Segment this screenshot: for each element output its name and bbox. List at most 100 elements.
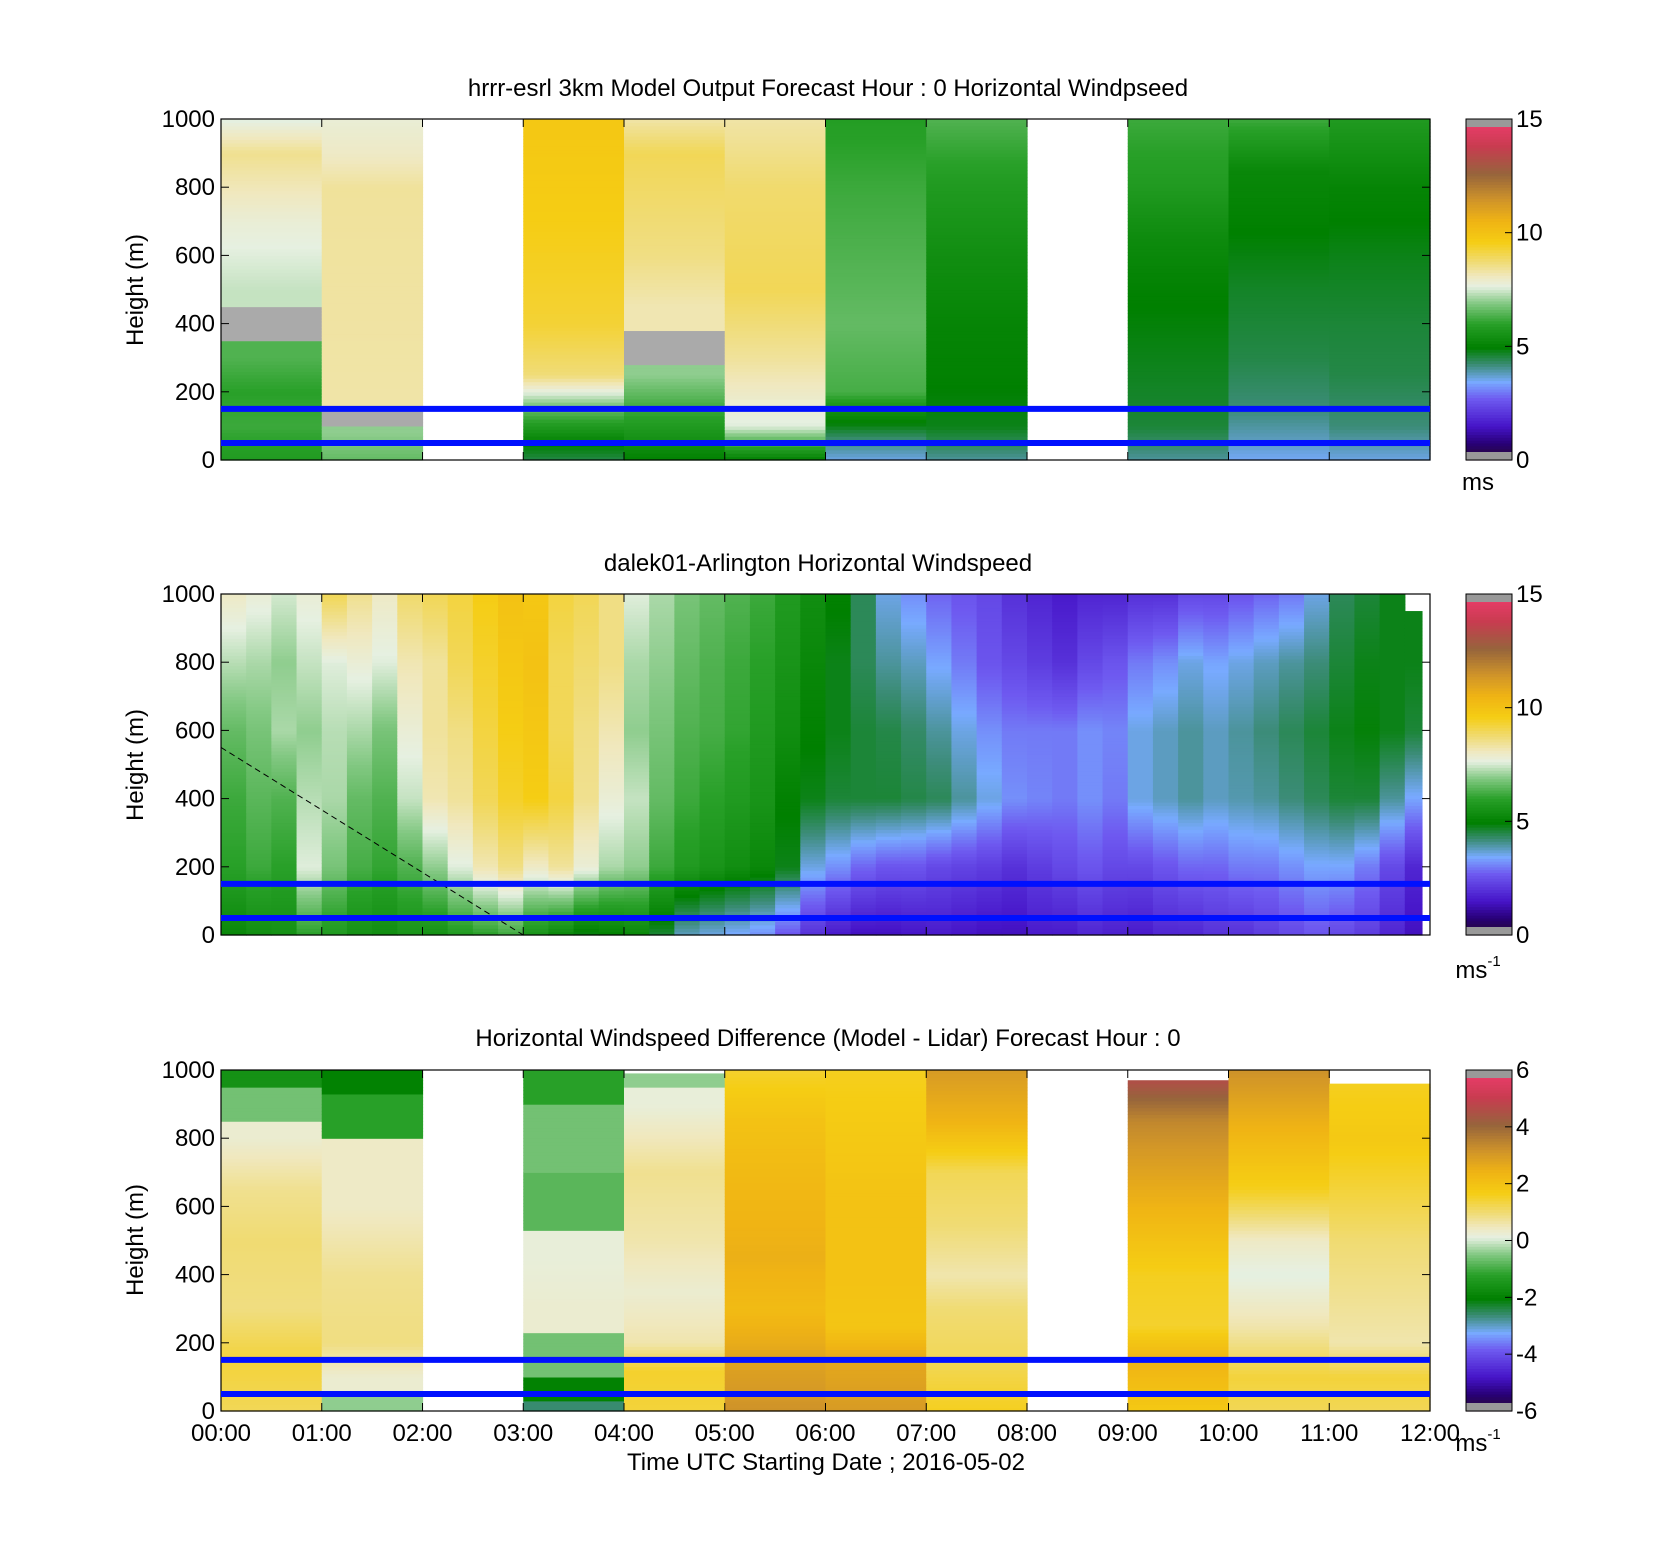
heatmap-cell — [951, 832, 978, 837]
heatmap-cell — [649, 672, 675, 677]
heatmap-cell — [699, 679, 726, 684]
heatmap-cell — [221, 180, 323, 185]
heatmap-cell — [800, 624, 827, 629]
heatmap-cell — [372, 815, 398, 820]
heatmap-cell — [875, 594, 902, 599]
heatmap-cell — [1127, 907, 1154, 912]
heatmap-cell — [1329, 211, 1431, 216]
heatmap-cell — [372, 641, 398, 646]
heatmap-cell — [472, 812, 499, 817]
heatmap-cell — [850, 672, 877, 677]
heatmap-cell — [624, 296, 726, 301]
heatmap-cell — [1127, 129, 1230, 134]
heatmap-cell — [523, 391, 625, 396]
heatmap-cell — [1001, 597, 1028, 602]
heatmap-cell — [951, 784, 978, 789]
heatmap-cell — [1152, 737, 1179, 742]
heatmap-cell — [296, 778, 323, 783]
heatmap-cell — [1329, 166, 1431, 171]
heatmap-cell — [1228, 327, 1330, 332]
heatmap-cell — [926, 299, 1028, 304]
heatmap-cell — [951, 651, 978, 656]
heatmap-cell — [573, 907, 600, 912]
colorbar-segment — [1466, 235, 1512, 239]
heatmap-cell — [1127, 255, 1230, 260]
heatmap-cell — [523, 173, 625, 178]
heatmap-cell — [624, 170, 726, 175]
heatmap-cell — [472, 686, 499, 691]
heatmap-cell — [271, 669, 298, 674]
heatmap-cell — [246, 890, 272, 895]
heatmap-cell — [649, 781, 675, 786]
heatmap-cell — [951, 706, 978, 711]
heatmap-cell — [926, 347, 1028, 352]
heatmap-cell — [321, 709, 348, 714]
heatmap-cell — [1102, 658, 1129, 663]
heatmap-cell — [926, 829, 953, 834]
heatmap-cell — [271, 713, 298, 718]
heatmap-cell — [447, 672, 474, 677]
heatmap-cell — [1228, 166, 1330, 171]
heatmap-cell — [926, 628, 953, 633]
heatmap-cell — [1228, 415, 1330, 420]
heatmap-cell — [1228, 378, 1330, 383]
heatmap-cell — [573, 836, 600, 841]
heatmap-cell — [699, 839, 726, 844]
colorbar-segment — [1466, 207, 1512, 211]
heatmap-cell — [548, 747, 575, 752]
heatmap-cell — [624, 217, 726, 222]
heatmap-cell — [825, 296, 927, 301]
heatmap-cell — [523, 767, 550, 772]
heatmap-cell — [850, 924, 877, 929]
heatmap-cell — [573, 784, 600, 789]
heatmap-cell — [397, 641, 424, 646]
heatmap-cell — [296, 675, 323, 680]
heatmap-cell — [573, 750, 600, 755]
heatmap-cell — [246, 757, 272, 762]
heatmap-cell — [724, 313, 827, 318]
heatmap-cell — [472, 870, 499, 875]
heatmap-cell — [875, 832, 902, 837]
heatmap-cell — [850, 733, 877, 738]
heatmap-cell — [724, 706, 751, 711]
heatmap-cell — [246, 709, 272, 714]
heatmap-cell — [573, 675, 600, 680]
heatmap-cell — [749, 907, 776, 912]
heatmap-cell — [321, 306, 424, 311]
heatmap-cell — [523, 928, 550, 933]
heatmap-cell — [825, 163, 927, 168]
heatmap-cell — [422, 658, 449, 663]
heatmap-cell — [775, 737, 801, 742]
heatmap-cell — [1001, 791, 1028, 796]
heatmap-cell — [372, 621, 398, 626]
heatmap-cell — [901, 720, 927, 725]
heatmap-cell — [850, 856, 877, 861]
heatmap-cell — [321, 689, 348, 694]
heatmap-cell — [1127, 757, 1154, 762]
heatmap-cell — [901, 665, 927, 670]
heatmap-cell — [1127, 449, 1230, 454]
heatmap-cell — [976, 921, 1003, 926]
heatmap-cell — [523, 877, 550, 882]
heatmap-cell — [422, 679, 449, 684]
heatmap-cell — [1027, 863, 1053, 868]
heatmap-cell — [724, 921, 751, 926]
heatmap-cell — [800, 604, 827, 609]
heatmap-cell — [321, 269, 424, 274]
heatmap-cell — [271, 737, 298, 742]
heatmap-cell — [1027, 726, 1053, 731]
heatmap-cell — [447, 621, 474, 626]
heatmap-cell — [1001, 832, 1028, 837]
colorbar-segment — [1466, 354, 1512, 359]
heatmap-cell — [800, 600, 827, 605]
heatmap-column — [321, 594, 348, 936]
heatmap-cell — [1027, 822, 1053, 827]
heatmap-cell — [1228, 337, 1330, 342]
heatmap-cell — [447, 648, 474, 653]
heatmap-cell — [825, 594, 852, 599]
heatmap-cell — [674, 863, 701, 868]
heatmap-cell — [1077, 897, 1104, 902]
heatmap-cell — [901, 750, 927, 755]
heatmap-cell — [346, 679, 373, 684]
heatmap-cell — [221, 604, 247, 609]
